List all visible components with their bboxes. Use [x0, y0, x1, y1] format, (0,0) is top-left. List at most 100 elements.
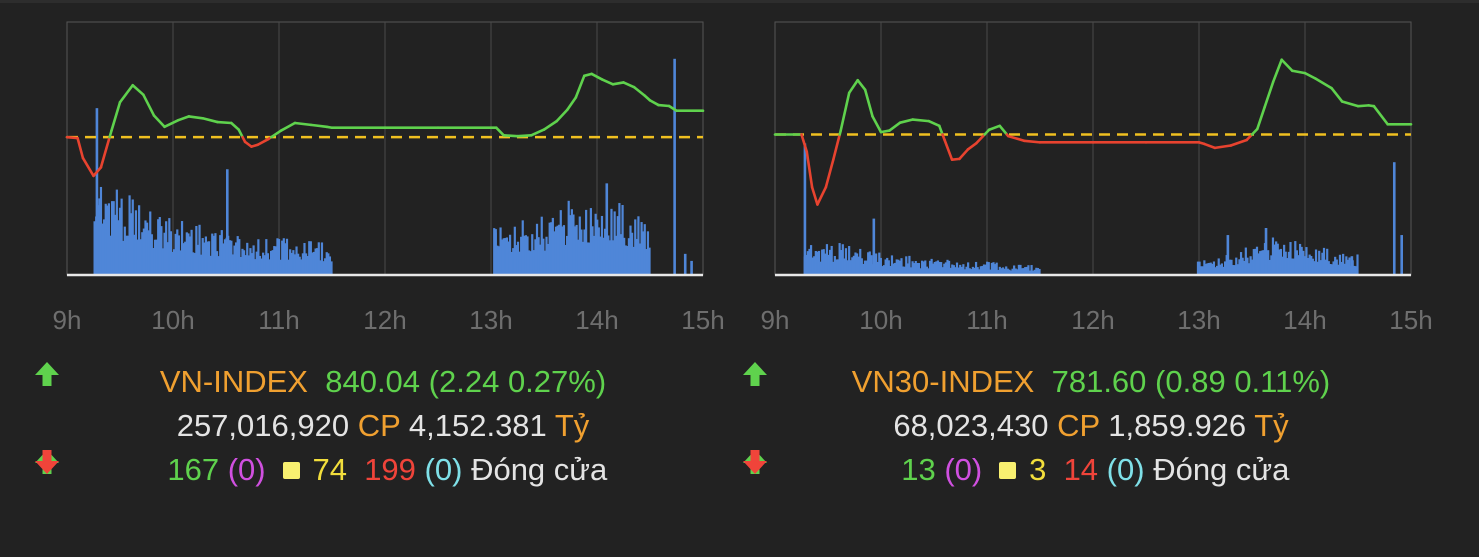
- volume-bar: [1204, 263, 1208, 275]
- volume-bar: [987, 262, 990, 275]
- volume-bar: [279, 259, 282, 275]
- volume-bar: [512, 248, 515, 275]
- volume-bar: [1217, 258, 1220, 275]
- volume-bar: [604, 228, 607, 275]
- volume-bar: [859, 248, 862, 275]
- volume-bar: [976, 267, 979, 275]
- volume-bar: [177, 235, 180, 275]
- volume-spike: [1226, 235, 1230, 275]
- volume-bar: [881, 266, 884, 275]
- volume-bar: [158, 217, 161, 275]
- volume-bar: [558, 224, 561, 275]
- volume-bar: [951, 264, 954, 275]
- volume-bar: [562, 225, 566, 275]
- volume-bar: [913, 263, 916, 275]
- volume-bar: [311, 252, 314, 275]
- volume-bar: [252, 245, 255, 275]
- volume-bar: [1330, 264, 1334, 275]
- volume-bar: [841, 244, 844, 275]
- volume-bar: [1241, 257, 1244, 275]
- volume-bar: [1216, 265, 1219, 275]
- volume-value: 68,023,430: [893, 408, 1049, 443]
- volume-bar: [120, 198, 123, 275]
- volume-bar: [623, 237, 626, 275]
- volume-bar: [1198, 261, 1201, 275]
- volume-bar: [1251, 259, 1254, 275]
- vnindex-header: VN-INDEX 840.04 (2.24 0.27%): [33, 360, 733, 404]
- volume-bar: [632, 246, 635, 275]
- volume-bar: [200, 254, 203, 275]
- volume-bar: [1310, 255, 1313, 275]
- volume-bar: [523, 235, 526, 275]
- volume-bar: [1260, 250, 1263, 275]
- volume-bar: [1032, 270, 1035, 275]
- price-line-up: [566, 96, 578, 112]
- vn30-panel: 9h 10h 11h 12h 13h 14h 15h VN30-INDEX 781.60 (…: [741, 0, 1441, 557]
- volume-bar: [836, 259, 840, 275]
- volume-bar: [986, 261, 989, 275]
- vn30-header: VN30-INDEX 781.60 (0.89 0.11%): [741, 360, 1441, 404]
- volume-bar: [968, 268, 971, 275]
- volume-value: 257,016,920: [176, 408, 350, 443]
- volume-bar: [1244, 247, 1247, 275]
- market-status: Đóng cửa: [1153, 452, 1290, 487]
- volume-bar: [1295, 250, 1298, 275]
- volume-bar: [1286, 258, 1289, 275]
- index-change: (2.24 0.27%): [428, 364, 607, 399]
- volume-bar: [145, 222, 149, 275]
- volume-bar: [201, 238, 204, 275]
- volume-bar: [109, 235, 112, 275]
- volume-bar: [192, 252, 195, 275]
- volume-bar: [567, 200, 570, 275]
- price-line-up: [839, 91, 851, 132]
- volume-bar: [173, 249, 176, 275]
- volume-bar: [860, 258, 863, 275]
- volume-bar: [260, 258, 263, 275]
- volume-bar: [174, 233, 177, 275]
- volume-bar: [971, 266, 974, 275]
- volume-bar: [265, 239, 268, 275]
- volume-bar: [816, 251, 819, 275]
- volume-bar: [952, 265, 955, 275]
- vnindex-panel: 9h 10h 11h 12h 13h 14h 15h VN-INDEX 840.04 (2.…: [33, 0, 733, 557]
- price-line-up: [555, 108, 569, 123]
- volume-bar: [548, 222, 551, 275]
- price-line-up: [177, 115, 191, 122]
- index-value: 840.04: [325, 364, 421, 399]
- volume-bar: [501, 239, 504, 275]
- volume-bar: [1262, 250, 1265, 275]
- volume-bar: [1337, 264, 1340, 275]
- volume-bar: [635, 238, 638, 275]
- volume-bar: [1025, 266, 1028, 275]
- volume-bar: [580, 229, 583, 275]
- volume-bar: [979, 266, 982, 275]
- price-line-down: [800, 133, 809, 154]
- volume-bar: [1289, 242, 1292, 275]
- volume-bar: [921, 260, 924, 275]
- x-tick-label: 11h: [258, 305, 299, 335]
- volume-bar: [106, 205, 109, 275]
- volume-bar: [319, 260, 322, 275]
- volume-bar: [978, 269, 981, 275]
- volume-bar: [821, 249, 824, 275]
- volume-bar: [330, 261, 333, 275]
- volume-bar: [886, 257, 889, 275]
- volume-bar: [599, 236, 602, 275]
- volume-bar: [833, 256, 836, 275]
- volume-bar: [117, 220, 120, 275]
- volume-bar: [616, 216, 619, 275]
- volume-bar: [316, 248, 319, 275]
- volume-bar: [573, 226, 577, 275]
- volume-bar: [1302, 250, 1305, 275]
- volume-bar: [1027, 265, 1030, 275]
- volume-bar: [1209, 262, 1212, 275]
- volume-bar: [168, 218, 171, 275]
- price-line-up: [1340, 100, 1360, 108]
- volume-bar: [222, 243, 225, 275]
- ceiling-count: (0): [227, 452, 266, 487]
- volume-bar: [583, 229, 586, 275]
- volume-bar: [1279, 248, 1283, 275]
- volume-bar: [324, 258, 327, 275]
- volume-bar: [1005, 266, 1008, 275]
- volume-bar: [518, 251, 521, 275]
